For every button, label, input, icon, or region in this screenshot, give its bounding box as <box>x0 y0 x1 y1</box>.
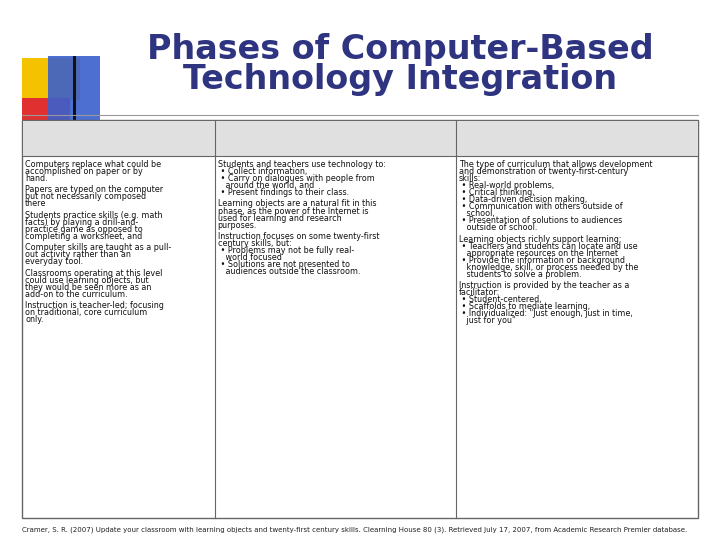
Text: completing a worksheet, and: completing a worksheet, and <box>25 232 143 241</box>
Bar <box>22 120 215 156</box>
Text: school,: school, <box>459 210 495 218</box>
Text: on traditional, core curriculum: on traditional, core curriculum <box>25 308 148 317</box>
Text: everyday tool.: everyday tool. <box>25 257 83 266</box>
Text: accomplished on paper or by: accomplished on paper or by <box>25 167 143 176</box>
Text: • Data-driven decision making,: • Data-driven decision making, <box>459 195 588 204</box>
Text: appropriate resources on the Internet: appropriate resources on the Internet <box>459 249 618 258</box>
Bar <box>22 58 80 100</box>
Text: Instruction is provided by the teacher as a: Instruction is provided by the teacher a… <box>459 281 629 290</box>
Bar <box>456 120 698 156</box>
Text: Papers are typed on the computer: Papers are typed on the computer <box>25 185 163 194</box>
Text: but not necessarily composed: but not necessarily composed <box>25 192 146 201</box>
Text: • Real-world problems,: • Real-world problems, <box>459 181 554 190</box>
Bar <box>22 120 698 518</box>
Text: • Collect information,: • Collect information, <box>217 167 307 176</box>
Text: • Provide the information or background: • Provide the information or background <box>459 256 625 265</box>
Text: • Individualized: "Just enough, just in time,: • Individualized: "Just enough, just in … <box>459 309 633 319</box>
Bar <box>73 56 76 138</box>
Text: Computer skills are taught as a pull-: Computer skills are taught as a pull- <box>25 243 171 252</box>
Text: • Critical thinking,: • Critical thinking, <box>459 188 535 197</box>
Bar <box>22 98 70 136</box>
Text: and demonstration of twenty-first-century: and demonstration of twenty-first-centur… <box>459 167 629 176</box>
Text: knowledge, skill, or process needed by the: knowledge, skill, or process needed by t… <box>459 263 639 272</box>
Text: Phase I:: Phase I: <box>94 126 143 136</box>
Text: Computers replace what could be: Computers replace what could be <box>25 160 161 169</box>
Text: • Communication with others outside of: • Communication with others outside of <box>459 202 623 211</box>
Text: Learning objects are a natural fit in this: Learning objects are a natural fit in th… <box>217 199 376 208</box>
Text: audiences outside the classroom.: audiences outside the classroom. <box>217 267 360 276</box>
Bar <box>215 120 456 156</box>
Text: • Presentation of solutions to audiences: • Presentation of solutions to audiences <box>459 217 622 225</box>
Text: • Problems may not be fully real-: • Problems may not be fully real- <box>217 246 354 255</box>
Text: facilitator:: facilitator: <box>459 288 500 297</box>
Text: add-on to the curriculum.: add-on to the curriculum. <box>25 289 127 299</box>
Text: Instruction focuses on some twenty-first: Instruction focuses on some twenty-first <box>217 232 379 241</box>
Text: facts) by playing a drill-and-: facts) by playing a drill-and- <box>25 218 138 227</box>
Text: century skills, but:: century skills, but: <box>217 239 292 248</box>
Text: Expansion of Learning Opportunities: Expansion of Learning Opportunities <box>221 140 450 150</box>
Text: there: there <box>25 199 46 208</box>
Text: • Solutions are not presented to: • Solutions are not presented to <box>217 260 350 269</box>
Text: Students and teachers use technology to:: Students and teachers use technology to: <box>217 160 386 169</box>
Text: Technology Integration: Technology Integration <box>183 64 617 97</box>
Text: Students practice skills (e.g. math: Students practice skills (e.g. math <box>25 211 163 220</box>
Text: purposes.: purposes. <box>217 221 257 230</box>
Text: phase, as the power of the Internet is: phase, as the power of the Internet is <box>217 206 368 215</box>
Text: out activity rather than an: out activity rather than an <box>25 250 131 259</box>
Text: Phase II:: Phase II: <box>308 126 362 136</box>
Text: The type of curriculum that allows development: The type of curriculum that allows devel… <box>459 160 652 169</box>
Text: • Present findings to their class.: • Present findings to their class. <box>217 188 348 197</box>
Text: Data-Driven Virtual Learning: Data-Driven Virtual Learning <box>487 140 667 150</box>
Text: world focused: world focused <box>217 253 282 262</box>
Text: Print Automation: Print Automation <box>65 140 172 150</box>
Text: Phases of Computer-Based: Phases of Computer-Based <box>147 33 653 66</box>
Text: around the world, and: around the world, and <box>217 181 314 190</box>
Text: Cramer, S. R. (2007) Update your classroom with learning objects and twenty-firs: Cramer, S. R. (2007) Update your classro… <box>22 526 688 534</box>
Text: • Scaffolds to mediate learning,: • Scaffolds to mediate learning, <box>459 302 590 312</box>
Text: Phase III:: Phase III: <box>548 126 606 136</box>
Text: practice game as opposed to: practice game as opposed to <box>25 225 143 234</box>
Bar <box>48 56 100 128</box>
Text: just for you": just for you" <box>459 316 516 326</box>
Text: Instruction is teacher-led; focusing: Instruction is teacher-led; focusing <box>25 301 164 310</box>
Text: • Carry on dialogues with people from: • Carry on dialogues with people from <box>217 174 374 183</box>
Text: • Student-centered,: • Student-centered, <box>459 295 541 305</box>
Text: could use learning objects, but: could use learning objects, but <box>25 275 148 285</box>
Text: students to solve a problem.: students to solve a problem. <box>459 270 582 279</box>
Text: Learning objects richly support learning:: Learning objects richly support learning… <box>459 235 621 244</box>
Text: they would be seen more as an: they would be seen more as an <box>25 282 151 292</box>
Text: hand.: hand. <box>25 174 48 183</box>
Text: used for learning and research: used for learning and research <box>217 213 341 222</box>
Text: Classrooms operating at this level: Classrooms operating at this level <box>25 268 163 278</box>
Text: skills:: skills: <box>459 174 482 183</box>
Text: outside of school.: outside of school. <box>459 224 537 232</box>
Text: only.: only. <box>25 315 43 324</box>
Text: • Teachers and students can locate and use: • Teachers and students can locate and u… <box>459 242 638 251</box>
